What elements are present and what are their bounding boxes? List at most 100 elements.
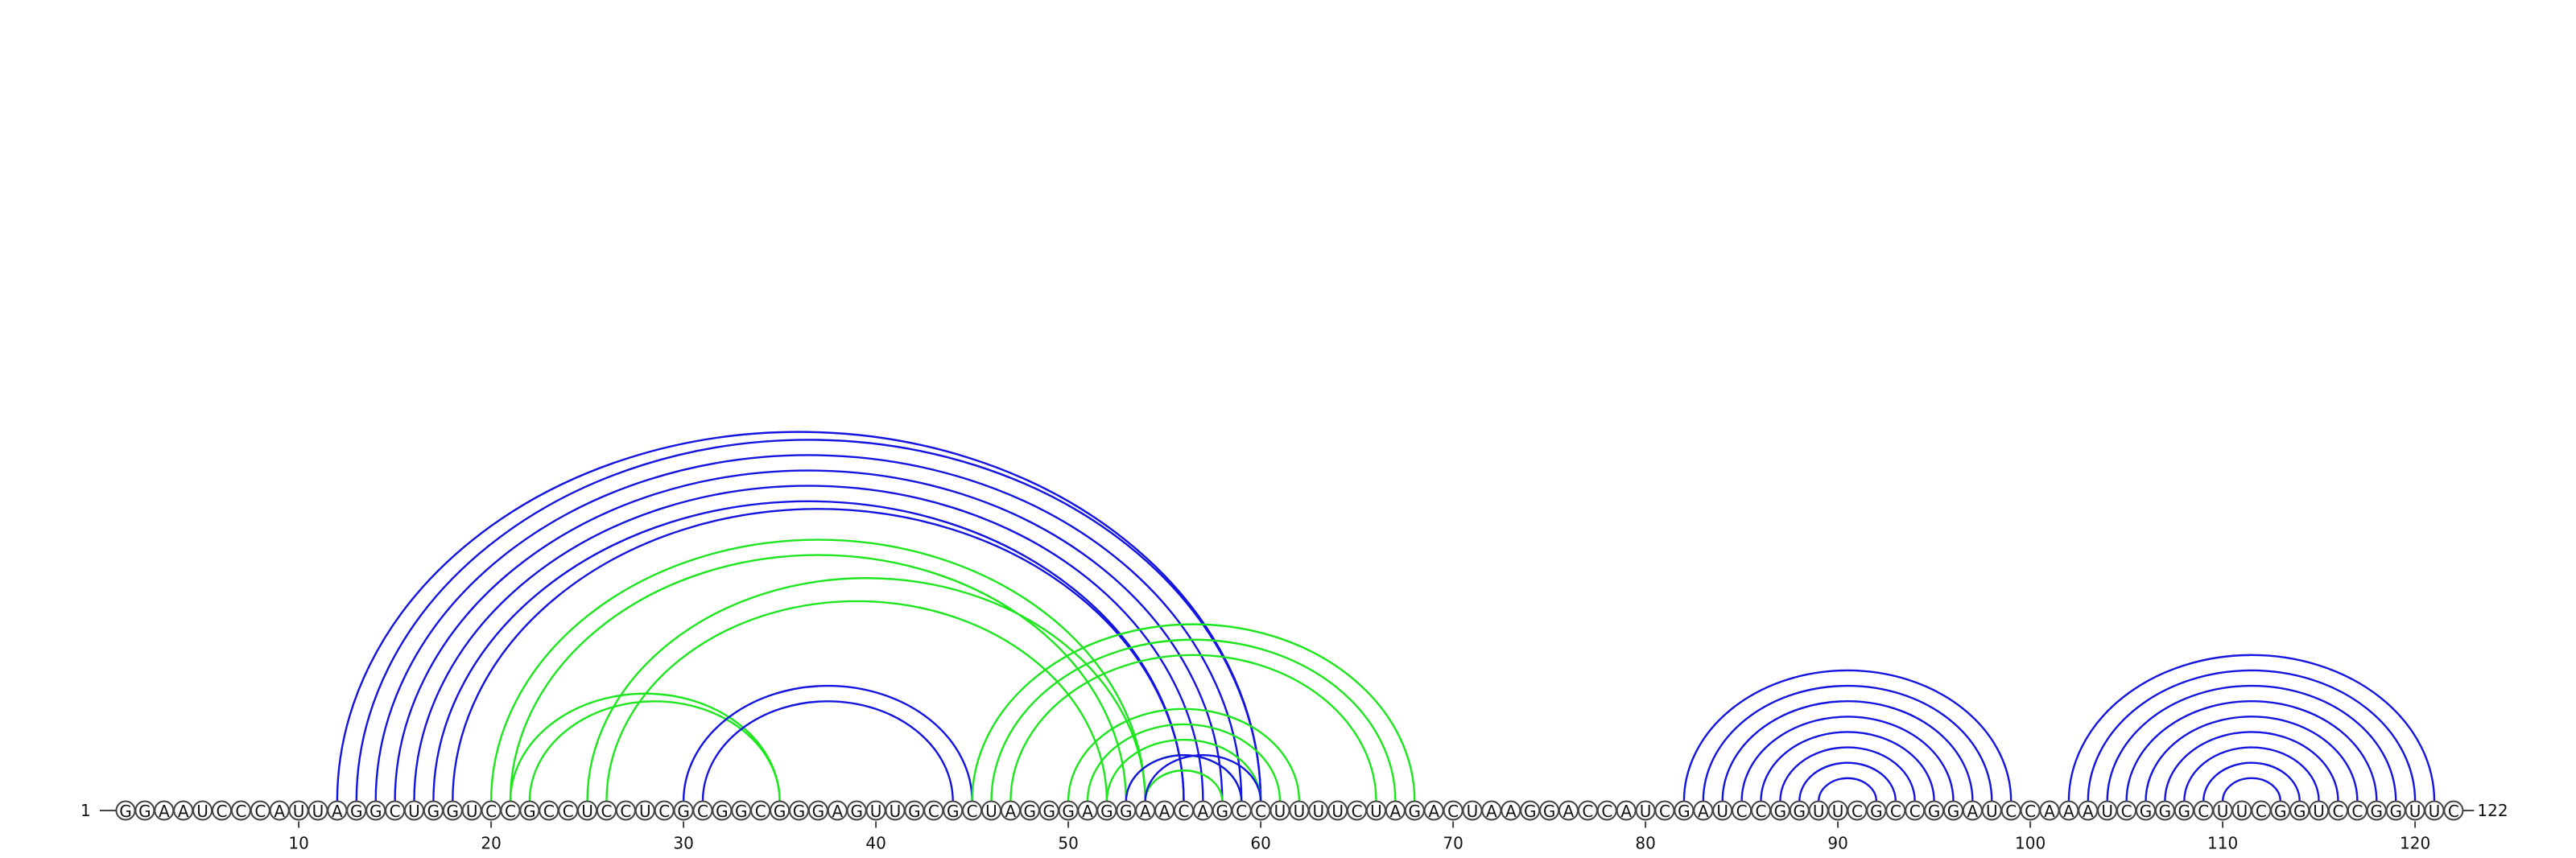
nucleotide: G [1212, 800, 1232, 821]
tick-label-90: 90 [1827, 834, 1847, 853]
nucleotide-letter: C [1736, 802, 1748, 821]
nucleotide-letter: A [274, 802, 285, 821]
nucleotide: G [2174, 800, 2194, 821]
nucleotide: C [1347, 800, 1368, 821]
nucleotide: C [2020, 800, 2041, 821]
position-axis: 10 20 30 40 50 60 70 80 90 100 110 120 [288, 821, 2430, 853]
nucleotide-letter: U [1274, 802, 1286, 821]
nucleotide-letter: C [1756, 802, 1767, 821]
nucleotide-letter: A [1082, 802, 1093, 821]
nucleotide: C [962, 800, 983, 821]
nucleotide-letter: C [2025, 802, 2036, 821]
nucleotide-letter: U [1832, 802, 1844, 821]
nucleotide-letter: U [466, 802, 478, 821]
base-pair-arc-86-95 [1760, 731, 1935, 802]
nucleotide: C [230, 800, 251, 821]
nucleotide-letter: U [293, 802, 305, 821]
nucleotide-letter: A [1505, 802, 1517, 821]
nucleotide: U [1289, 800, 1310, 821]
nucleotide: G [442, 800, 463, 821]
nucleotide-letter: C [1236, 802, 1247, 821]
nucleotide-letter: A [159, 802, 170, 821]
nucleotide: A [1385, 800, 1406, 821]
nucleotide-letter: G [1120, 802, 1133, 821]
nucleotide-letter: C [2333, 802, 2344, 821]
nucleotide: G [1019, 800, 1040, 821]
nucleotide-letter: U [870, 802, 882, 821]
nucleotide: U [2405, 800, 2425, 821]
nucleotide: A [1154, 800, 1175, 821]
nucleotide-letter: A [1159, 802, 1170, 821]
nucleotide: G [346, 800, 367, 821]
base-pair-arc-54-60 [1144, 753, 1262, 802]
base-pair-arc-109-114 [2202, 761, 2301, 802]
nucleotide: A [1501, 800, 1521, 821]
nucleotide: A [327, 800, 348, 821]
base-pair-arc-22-35 [528, 700, 781, 802]
nucleotide-letter: C [1659, 802, 1670, 821]
nucleotide: U [2212, 800, 2233, 821]
nucleotide-letter: U [1986, 802, 1998, 821]
nucleotide: G [807, 800, 828, 821]
nucleotide: C [923, 800, 944, 821]
nucleotide-letter: C [2351, 802, 2363, 821]
nucleotide-letter: A [1428, 802, 1439, 821]
nucleotide-letter: G [1774, 802, 1787, 821]
nucleotide: G [673, 800, 694, 821]
nucleotide: A [1616, 800, 1637, 821]
nucleotide-letter: C [2256, 802, 2267, 821]
nucleotide: A [2058, 800, 2079, 821]
base-pair-arc-110-113 [2221, 777, 2281, 802]
base-pair-arc-45-68 [971, 623, 1416, 802]
base-pair-arc-17-56 [432, 500, 1185, 802]
nucleotide: G [2154, 800, 2175, 821]
nucleotide: U [288, 800, 309, 821]
base-pair-arc-31-44 [701, 700, 954, 802]
nucleotide: C [597, 800, 617, 821]
base-pair-arc-47-66 [1009, 654, 1377, 802]
nucleotide: A [827, 800, 848, 821]
nucleotide: G [134, 800, 155, 821]
nucleotide-letter: C [601, 802, 613, 821]
nucleotide-letter: A [332, 802, 343, 821]
nucleotide-letter: G [735, 802, 748, 821]
nucleotide-letter: C [1890, 802, 1901, 821]
nucleotide: U [2424, 800, 2445, 821]
nucleotide: U [885, 800, 906, 821]
base-pair-arc-54-58 [1144, 769, 1224, 802]
nucleotide: G [2136, 800, 2156, 821]
nucleotide: C [1231, 800, 1252, 821]
nucleotide-letter: G [2274, 802, 2287, 821]
nucleotide: C [212, 800, 232, 821]
nucleotide-letter: U [2313, 802, 2325, 821]
nucleotide: G [712, 800, 733, 821]
nucleotide: C [1174, 800, 1194, 821]
nucleotide: C [1577, 800, 1598, 821]
nucleotide: C [1654, 800, 1675, 821]
base-pair-arc-20-54 [489, 538, 1146, 802]
base-pair-arc-88-93 [1798, 761, 1897, 802]
nucleotide: G [365, 800, 386, 821]
nucleotide-letter: C [1352, 802, 1363, 821]
nucleotide-letter: C [755, 802, 766, 821]
nucleotide-letter: U [312, 802, 324, 821]
nucleotide: C [500, 800, 521, 821]
nucleotide-letter: G [350, 802, 363, 821]
base-pair-arc-105-118 [2125, 700, 2378, 802]
nucleotide-letter: A [1486, 802, 1497, 821]
nucleotide-letter: C [505, 802, 516, 821]
nucleotide-letter: G [1947, 802, 1960, 821]
base-pair-arc-102-121 [2067, 654, 2436, 802]
nucleotide: C [1596, 800, 1617, 821]
base-pair-arc-104-119 [2106, 684, 2397, 802]
nucleotide-letter: U [196, 802, 208, 821]
nucleotide-letter: A [1005, 802, 1017, 821]
backbone: 1 122 [80, 801, 2508, 820]
nucleotide: U [1366, 800, 1386, 821]
nucleotide-letter: G [774, 802, 786, 821]
base-pair-arc-18-56 [452, 508, 1185, 802]
tick-label-80: 80 [1635, 834, 1655, 853]
nucleotide-letter: U [2101, 802, 2113, 821]
nucleotide-letter: G [2293, 802, 2306, 821]
nucleotide-letter: C [1255, 802, 1266, 821]
